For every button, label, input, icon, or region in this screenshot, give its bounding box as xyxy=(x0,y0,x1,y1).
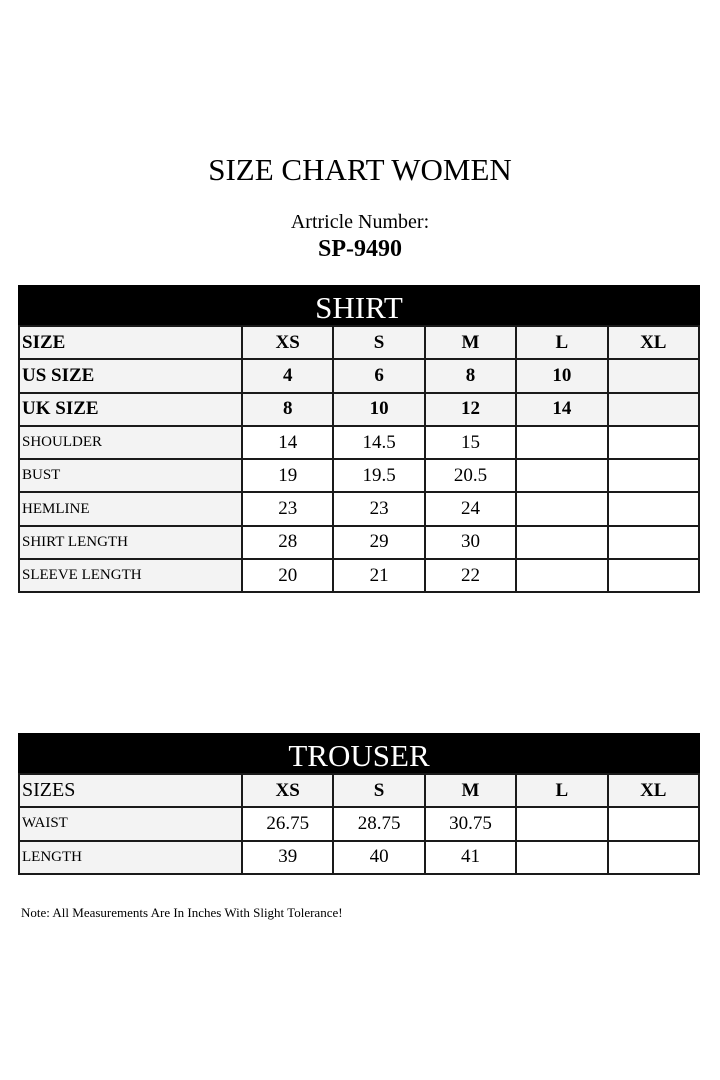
table-cell: XL xyxy=(606,324,701,361)
table-cell xyxy=(606,358,701,394)
table-cell xyxy=(606,424,701,461)
trouser-size-table: TROUSER SIZES XS S M L XL WAIST 26.75 28.75 30.75… xyxy=(18,733,701,875)
table-cell: 6 xyxy=(332,358,426,394)
row-label: SIZE xyxy=(18,324,243,361)
table-cell: 14 xyxy=(515,391,609,427)
table-cell: L xyxy=(515,324,609,361)
table-row: SIZES XS S M L XL xyxy=(18,772,701,809)
table-cell: 12 xyxy=(423,391,518,427)
table-cell: 23 xyxy=(332,491,426,527)
table-row: BUST 19 19.5 20.5 xyxy=(18,458,701,494)
table-cell xyxy=(606,458,701,494)
table-row: SLEEVE LENGTH 20 21 22 xyxy=(18,558,701,594)
table-cell: 19 xyxy=(240,458,335,494)
row-label: US SIZE xyxy=(18,358,243,394)
article-number: SP-9490 xyxy=(318,236,402,262)
table-cell: XS xyxy=(240,772,335,809)
table-row: HEMLINE 23 23 24 xyxy=(18,491,701,527)
table-cell: 20 xyxy=(240,558,335,594)
table-cell: 26.75 xyxy=(240,806,335,842)
table-cell: 14.5 xyxy=(332,424,426,461)
table-cell: 28.75 xyxy=(332,806,426,842)
row-label: SHOULDER xyxy=(18,424,243,461)
table-cell: 14 xyxy=(240,424,335,461)
table-cell xyxy=(515,524,609,561)
article-number-label: Artricle Number: xyxy=(290,211,430,233)
row-label: WAIST xyxy=(18,806,243,842)
row-label: LENGTH xyxy=(18,839,243,875)
table-cell: S xyxy=(332,324,426,361)
table-cell: XL xyxy=(606,772,701,809)
page-title: SIZE CHART WOMEN xyxy=(208,152,512,187)
table-cell: 30.75 xyxy=(423,806,518,842)
table-cell: 24 xyxy=(423,491,518,527)
table-cell xyxy=(606,391,701,427)
table-cell: 21 xyxy=(332,558,426,594)
table-cell: 8 xyxy=(240,391,335,427)
table-cell: 23 xyxy=(240,491,335,527)
table-cell xyxy=(515,839,609,875)
table-row: SHOULDER 14 14.5 15 xyxy=(18,424,701,461)
row-label: HEMLINE xyxy=(18,491,243,527)
table-cell: S xyxy=(332,772,426,809)
table-row: US SIZE 4 6 8 10 xyxy=(18,358,701,394)
table-cell: 15 xyxy=(423,424,518,461)
table-row: LENGTH 39 40 41 xyxy=(18,839,701,875)
table-cell: 8 xyxy=(423,358,518,394)
table-cell: 29 xyxy=(332,524,426,561)
row-label: SIZES xyxy=(18,772,243,809)
table-cell xyxy=(515,458,609,494)
trouser-heading: TROUSER xyxy=(18,733,700,773)
table-cell xyxy=(515,806,609,842)
shirt-size-table: SHIRT SIZE XS S M L XL US SIZE 4 6 8 10 UK SIZE 8 10 1… xyxy=(18,285,701,594)
table-cell xyxy=(606,839,701,875)
measurement-note: Note: All Measurements Are In Inches Wit… xyxy=(21,905,343,920)
table-cell: M xyxy=(423,324,518,361)
table-cell: 10 xyxy=(515,358,609,394)
table-cell: 22 xyxy=(423,558,518,594)
table-cell: 39 xyxy=(240,839,335,875)
shirt-heading: SHIRT xyxy=(18,285,700,325)
table-cell xyxy=(606,558,701,594)
row-label: SHIRT LENGTH xyxy=(18,524,243,561)
table-cell: 19.5 xyxy=(332,458,426,494)
table-cell: XS xyxy=(240,324,335,361)
table-cell: 20.5 xyxy=(423,458,518,494)
table-row: SIZE XS S M L XL xyxy=(18,324,701,361)
table-row: WAIST 26.75 28.75 30.75 xyxy=(18,806,701,842)
table-cell xyxy=(606,491,701,527)
table-cell: 28 xyxy=(240,524,335,561)
table-cell xyxy=(606,524,701,561)
table-cell: M xyxy=(423,772,518,809)
table-cell: L xyxy=(515,772,609,809)
table-cell: 10 xyxy=(332,391,426,427)
table-cell: 4 xyxy=(240,358,335,394)
table-row: UK SIZE 8 10 12 14 xyxy=(18,391,701,427)
table-row: SHIRT LENGTH 28 29 30 xyxy=(18,524,701,561)
table-cell: 40 xyxy=(332,839,426,875)
row-label: SLEEVE LENGTH xyxy=(18,558,243,594)
row-label: UK SIZE xyxy=(18,391,243,427)
table-cell xyxy=(515,558,609,594)
table-cell xyxy=(515,491,609,527)
row-label: BUST xyxy=(18,458,243,494)
table-cell: 30 xyxy=(423,524,518,561)
table-cell xyxy=(515,424,609,461)
table-cell xyxy=(606,806,701,842)
table-cell: 41 xyxy=(423,839,518,875)
